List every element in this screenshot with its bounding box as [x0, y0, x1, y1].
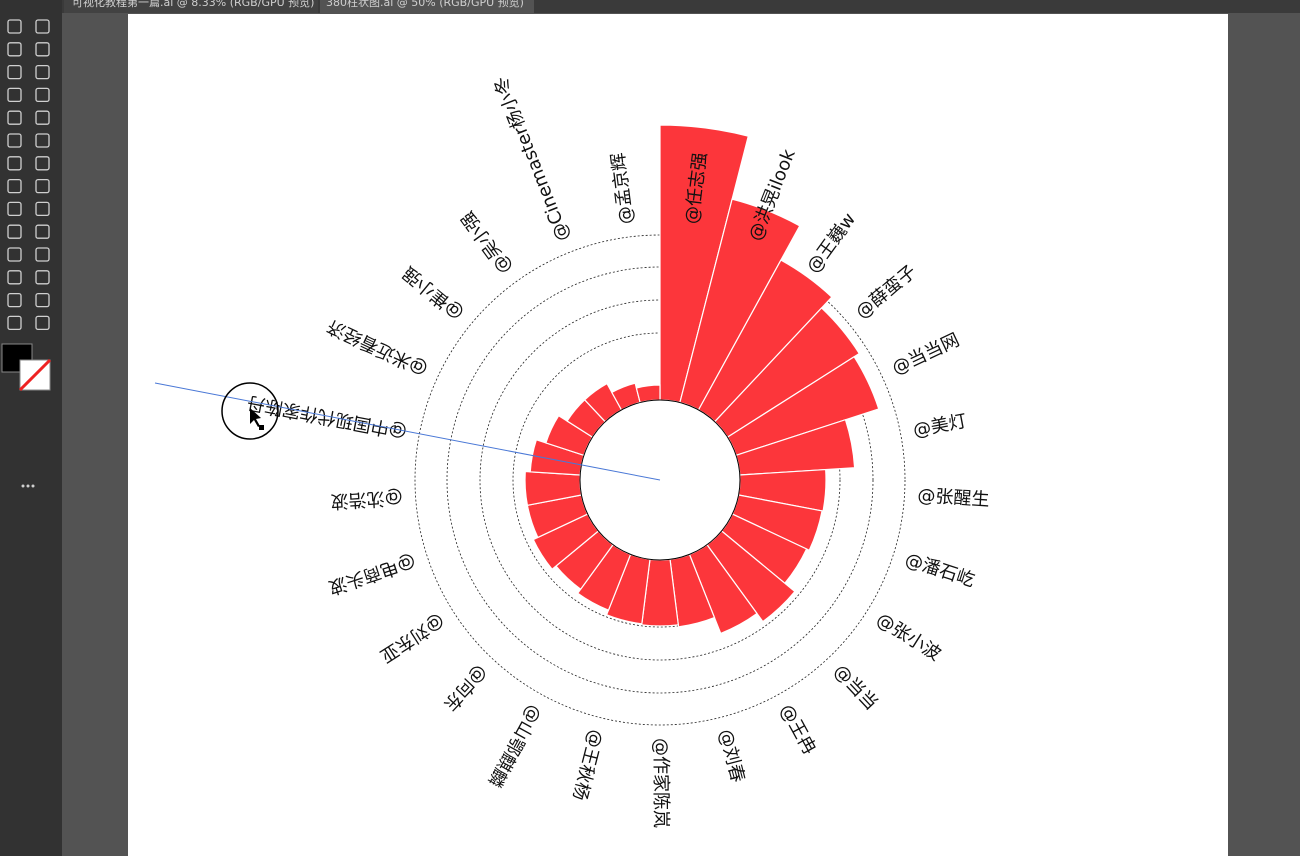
bar-label: @作家陈岚 [650, 738, 671, 828]
tool[interactable] [35, 315, 50, 331]
tool[interactable] [7, 224, 22, 239]
bar-label: @沈浩波 [330, 486, 403, 511]
dashed-ring [479, 299, 841, 661]
more-dot [21, 484, 25, 488]
selection-line [154, 382, 661, 481]
tool[interactable] [7, 156, 22, 171]
tool[interactable] [7, 19, 22, 34]
cursor [250, 408, 261, 427]
tool[interactable] [7, 42, 22, 57]
tab-active[interactable] [320, 0, 534, 13]
tool[interactable] [7, 178, 22, 194]
tab-title: 380柱状图.ai @ 50% (RGB/GPU 预览) [326, 0, 524, 9]
tab-title: 可视化教程第一篇.ai @ 8.33% (RGB/GPU 预览) [72, 0, 314, 9]
tool[interactable] [7, 292, 22, 308]
tool[interactable] [7, 270, 22, 285]
tool[interactable] [7, 201, 22, 217]
dashed-ring [446, 266, 874, 694]
tool[interactable] [35, 201, 50, 217]
tool[interactable] [35, 87, 50, 103]
dashed-ring [414, 234, 906, 726]
tool[interactable] [35, 110, 50, 125]
tool[interactable] [35, 247, 50, 262]
tool[interactable] [7, 133, 22, 148]
tool[interactable] [35, 19, 50, 34]
tool[interactable] [7, 315, 22, 331]
tool[interactable] [35, 156, 50, 171]
tool[interactable] [7, 110, 22, 125]
cursor-circle [221, 382, 279, 440]
bar-label: @张醒生 [917, 485, 990, 510]
cursor-anchor [259, 425, 264, 430]
tab[interactable] [64, 0, 318, 13]
tool[interactable] [35, 42, 50, 57]
tool[interactable] [35, 178, 50, 194]
toolbar [0, 0, 62, 856]
more-dot [31, 484, 35, 488]
tool[interactable] [7, 247, 22, 262]
tool[interactable] [7, 87, 22, 103]
tool[interactable] [7, 64, 22, 80]
tool[interactable] [35, 270, 50, 285]
tool[interactable] [35, 224, 50, 239]
tool[interactable] [35, 133, 50, 148]
more-dot [26, 484, 30, 488]
tool[interactable] [35, 292, 50, 308]
tool-icons [7, 19, 50, 488]
tool[interactable] [35, 64, 50, 80]
none-indicator [18, 358, 52, 392]
fill-swatch[interactable] [1, 343, 33, 373]
